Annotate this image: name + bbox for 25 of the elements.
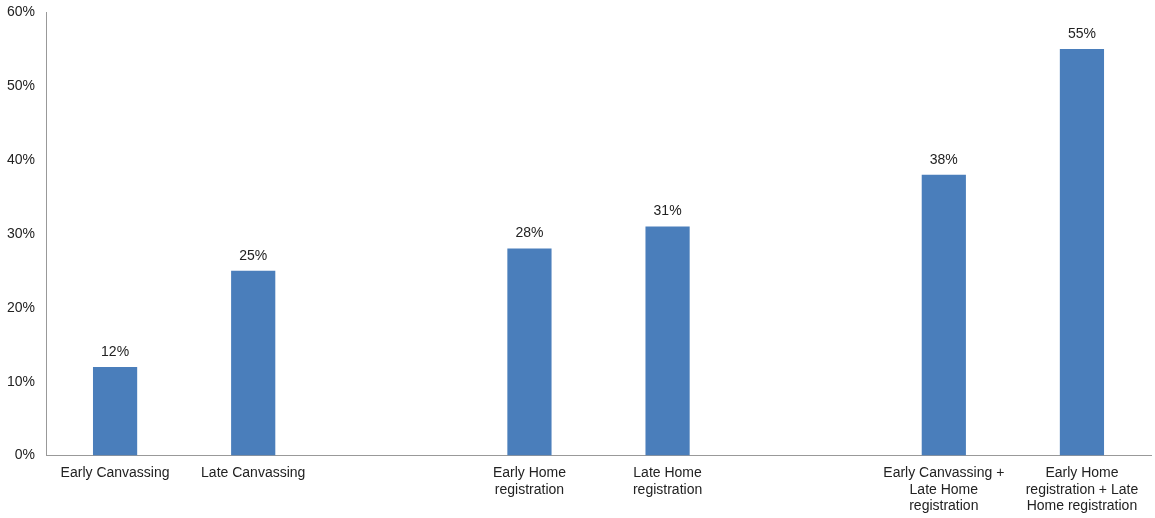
x-tick-label: Early Canvassing + Late Home registration [883, 463, 1005, 514]
y-tick-label: 0% [14, 446, 36, 463]
data-label: 28% [515, 224, 544, 241]
y-tick-label: 60% [6, 2, 36, 19]
bar [507, 248, 552, 456]
y-tick-label: 40% [6, 150, 36, 167]
x-tick-label: Early Canvassing [60, 463, 170, 480]
bar [231, 270, 276, 456]
x-tick-label: Late Home registration [632, 463, 703, 497]
y-tick-label: 30% [6, 224, 36, 241]
bar [1059, 48, 1105, 456]
data-label: 31% [653, 202, 682, 219]
bar [92, 366, 138, 456]
y-tick-label: 10% [6, 372, 36, 389]
x-tick-label: Early Home registration + Late Home registration [1025, 463, 1139, 514]
bar [921, 174, 966, 456]
data-label: 25% [239, 246, 268, 263]
data-label: 12% [101, 342, 130, 359]
x-tick-label: Early Home registration [492, 463, 567, 497]
y-tick-label: 20% [6, 298, 36, 315]
y-tick-label: 50% [6, 76, 36, 93]
x-tick-label: Late Canvassing [201, 463, 306, 480]
data-label: 55% [1067, 24, 1096, 41]
data-label: 38% [929, 150, 958, 167]
bar [645, 226, 690, 456]
